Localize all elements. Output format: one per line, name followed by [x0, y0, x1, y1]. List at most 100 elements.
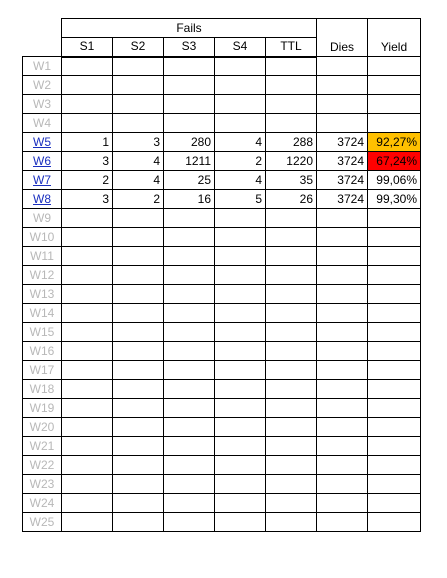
wafer-label: W22 — [22, 455, 62, 475]
yield-cell — [367, 474, 421, 494]
wafer-label: W24 — [22, 493, 62, 513]
s2-cell — [112, 246, 164, 266]
table-row: W15 — [22, 322, 421, 342]
table-row: W5 1 3 280 4 288 3724 92,27% — [22, 132, 421, 152]
yield-cell — [367, 303, 421, 323]
s4-cell — [214, 322, 266, 342]
yield-cell — [367, 284, 421, 304]
ttl-cell — [265, 113, 317, 133]
s1-cell — [61, 417, 113, 437]
s2-cell — [112, 75, 164, 95]
yield-cell — [367, 436, 421, 456]
dies-cell — [316, 56, 368, 76]
dies-cell — [316, 208, 368, 228]
s2-cell: 2 — [112, 189, 164, 209]
s3-cell — [163, 398, 215, 418]
s4-cell — [214, 417, 266, 437]
s3-cell: 25 — [163, 170, 215, 190]
s4-cell — [214, 474, 266, 494]
table-row: W17 — [22, 360, 421, 380]
s4-cell — [214, 56, 266, 76]
s1-cell — [61, 379, 113, 399]
wafer-label: W25 — [22, 512, 62, 532]
table-row: W14 — [22, 303, 421, 323]
corner-cell — [23, 19, 62, 38]
table-row: W18 — [22, 379, 421, 399]
s4-cell — [214, 398, 266, 418]
yield-header: Yield — [367, 18, 421, 57]
s3-cell — [163, 303, 215, 323]
s2-cell — [112, 208, 164, 228]
s4-cell — [214, 227, 266, 247]
s3-cell — [163, 94, 215, 114]
yield-cell — [367, 94, 421, 114]
s1-cell — [61, 512, 113, 532]
yield-cell: 67,24% — [367, 151, 421, 171]
dies-cell — [316, 113, 368, 133]
ttl-cell — [265, 379, 317, 399]
yield-cell — [367, 227, 421, 247]
dies-cell: 3724 — [316, 189, 368, 209]
dies-cell — [316, 246, 368, 266]
s2-cell — [112, 303, 164, 323]
col-header-s3: S3 — [163, 37, 215, 58]
wafer-label: W3 — [22, 94, 62, 114]
wafer-link[interactable]: W6 — [22, 151, 62, 171]
s2-cell — [112, 436, 164, 456]
yield-cell — [367, 455, 421, 475]
s3-cell — [163, 417, 215, 437]
table-row: W24 — [22, 493, 421, 513]
dies-cell — [316, 474, 368, 494]
wafer-label: W16 — [22, 341, 62, 361]
table-row: W1 — [22, 56, 421, 76]
dies-cell — [316, 303, 368, 323]
s4-cell — [214, 208, 266, 228]
dies-cell — [316, 379, 368, 399]
s1-cell — [61, 56, 113, 76]
yield-cell — [367, 398, 421, 418]
s4-cell: 4 — [214, 170, 266, 190]
table-row: W23 — [22, 474, 421, 494]
yield-cell — [367, 75, 421, 95]
table-row: W12 — [22, 265, 421, 285]
s2-cell — [112, 56, 164, 76]
dies-cell — [316, 284, 368, 304]
ttl-cell: 288 — [265, 132, 317, 152]
s3-cell — [163, 493, 215, 513]
s2-cell — [112, 474, 164, 494]
wafer-label: W17 — [22, 360, 62, 380]
s2-cell — [112, 455, 164, 475]
s2-cell: 4 — [112, 151, 164, 171]
wafer-label: W12 — [22, 265, 62, 285]
wafer-link[interactable]: W8 — [22, 189, 62, 209]
s1-cell — [61, 360, 113, 380]
wafer-link[interactable]: W7 — [22, 170, 62, 190]
s3-cell — [163, 246, 215, 266]
s2-cell — [112, 398, 164, 418]
table-row: W20 — [22, 417, 421, 437]
ttl-cell — [265, 341, 317, 361]
s1-cell — [61, 265, 113, 285]
s2-cell — [112, 322, 164, 342]
s2-cell — [112, 265, 164, 285]
s1-cell — [61, 398, 113, 418]
header-row-top: Fails Dies Yield — [23, 18, 421, 57]
ttl-cell — [265, 417, 317, 437]
s2-cell — [112, 284, 164, 304]
ttl-cell — [265, 322, 317, 342]
s3-cell — [163, 322, 215, 342]
wafer-link[interactable]: W5 — [22, 132, 62, 152]
wafer-label: W1 — [22, 56, 62, 76]
s4-cell — [214, 75, 266, 95]
s3-cell — [163, 75, 215, 95]
s4-cell — [214, 265, 266, 285]
ttl-cell — [265, 265, 317, 285]
s1-cell: 3 — [61, 189, 113, 209]
s3-cell: 280 — [163, 132, 215, 152]
dies-cell: 3724 — [316, 170, 368, 190]
s4-cell — [214, 360, 266, 380]
table-row: W25 — [22, 512, 421, 532]
s3-cell — [163, 208, 215, 228]
s2-cell — [112, 493, 164, 513]
s4-cell: 2 — [214, 151, 266, 171]
